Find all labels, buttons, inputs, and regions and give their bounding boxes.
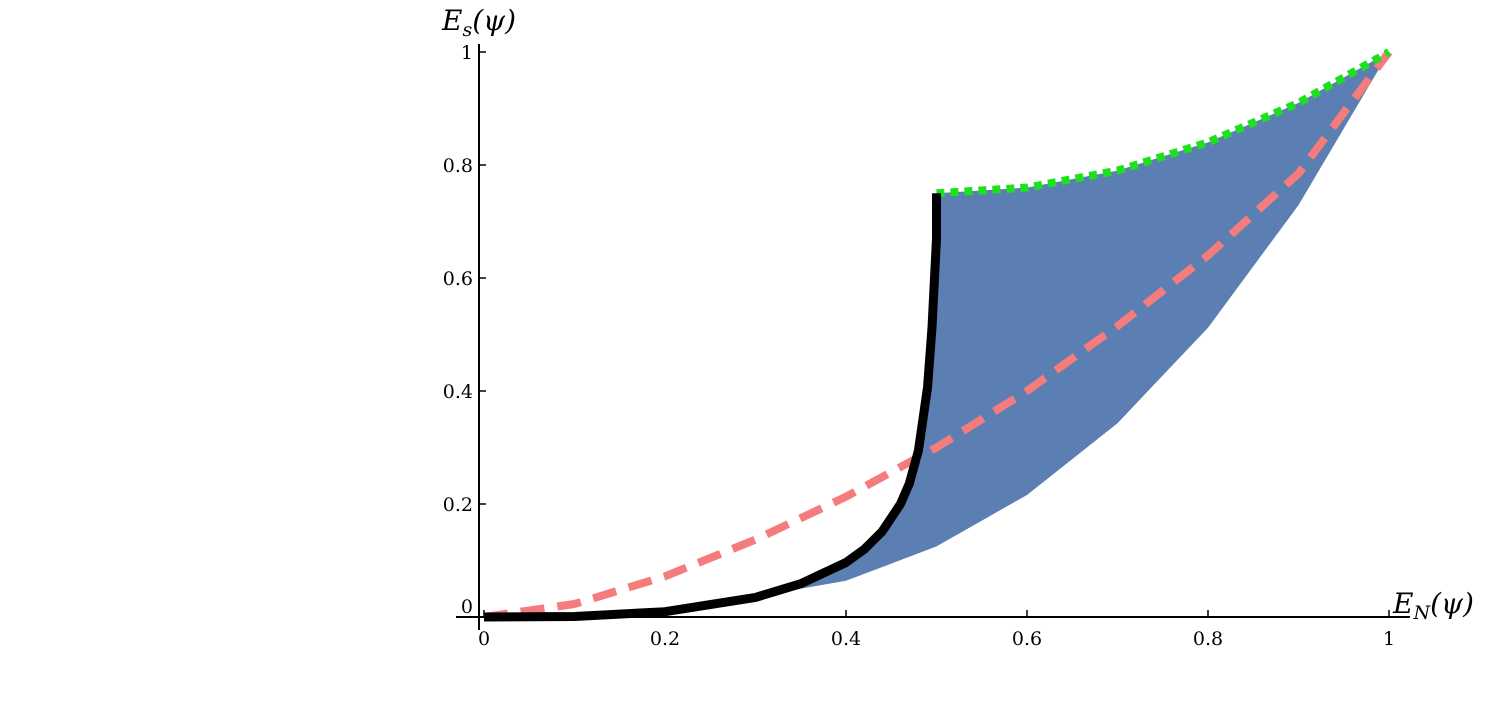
dotted-curve [936,48,1391,198]
y-tick-label: 1 [461,42,473,64]
x-tick-label: 0.8 [1193,628,1223,650]
x-tick-label: 0.6 [1012,628,1042,650]
y-tick-label: 0.8 [443,155,473,177]
dashed-curve [483,49,1393,621]
y-tick-label: 0.2 [443,494,473,516]
y-axis-title: Es(ψ) [441,4,516,41]
x-tick-label: 1 [1383,628,1395,650]
x-tick-label: 0 [478,628,490,650]
y-tick-label: 0 [461,596,473,618]
region-area [484,52,1389,617]
x-tick-label: 0.4 [831,628,861,650]
y-tick-label: 0.6 [443,268,473,290]
x-tick-label: 0.2 [650,628,680,650]
x-axis-title: EN(ψ) [1392,587,1474,624]
plot-area [483,48,1393,622]
solid-curve [483,193,941,622]
y-tick-label: 0.4 [443,381,473,403]
